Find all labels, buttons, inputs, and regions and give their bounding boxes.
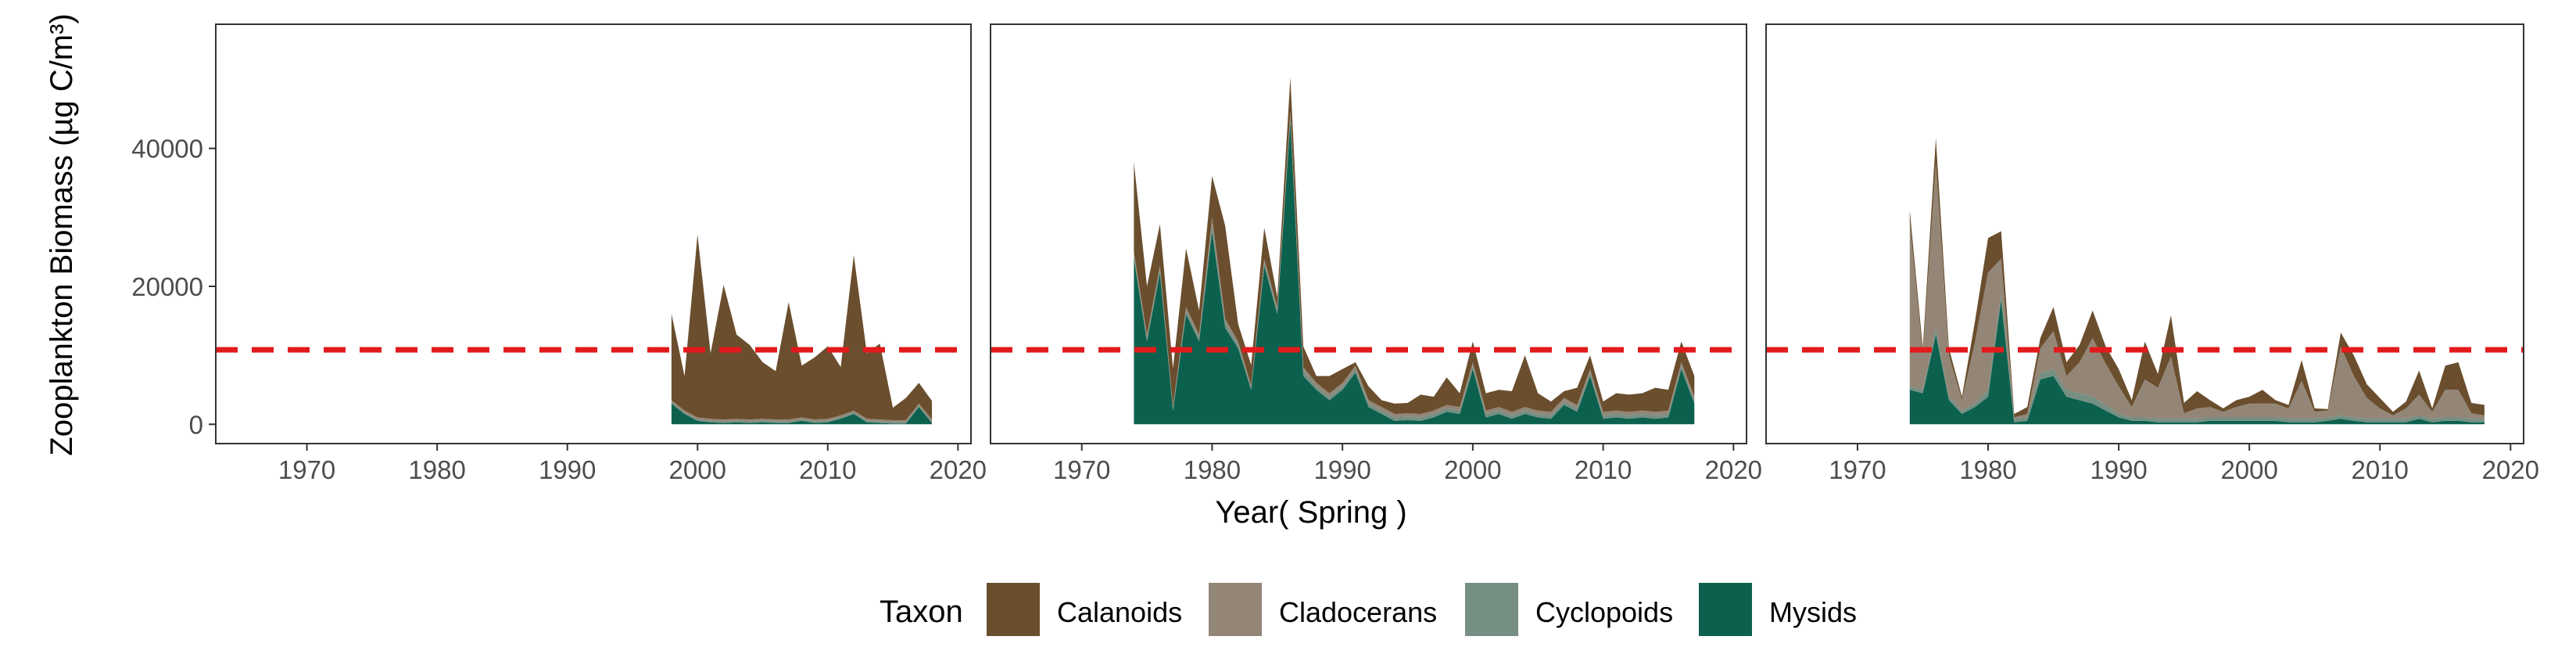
x-tick-label: 2010 <box>799 455 856 484</box>
panel-2 <box>990 23 1747 444</box>
panels <box>215 23 2524 444</box>
x-tick-label: 1990 <box>2090 455 2147 484</box>
x-tick-label: 2020 <box>1705 455 1762 484</box>
panel-border <box>1765 23 2524 444</box>
legend-keys: Calanoids Cladocerans Cyclopoids Mysids <box>987 583 1857 636</box>
x-tick-label: 1980 <box>1959 455 2016 484</box>
x-tick-label: 1980 <box>1184 455 1241 484</box>
x-tick-label: 1990 <box>539 455 596 484</box>
legend-label: Cladocerans <box>1279 596 1437 628</box>
area-mysids <box>671 403 932 425</box>
legend-entry-mysids: Mysids <box>1699 583 1857 636</box>
x-tick-label: 2000 <box>2220 455 2277 484</box>
x-tick-label: 2000 <box>669 455 726 484</box>
legend-label: Calanoids <box>1057 596 1182 628</box>
legend-label: Mysids <box>1769 596 1857 628</box>
area-calanoids <box>671 234 932 420</box>
legend-swatch <box>1465 583 1518 636</box>
area-cladocerans <box>671 400 932 422</box>
legend-swatch <box>1209 583 1262 636</box>
x-tick-label: 1970 <box>1829 455 1886 484</box>
axes: 1970 1980 1990 2000 2010 2020 0 20000 40000 1970 1… <box>131 135 2539 484</box>
x-tick-label: 2000 <box>1444 455 1501 484</box>
legend-entry-cyclopoids: Cyclopoids <box>1465 583 1673 636</box>
legend-entry-cladocerans: Cladocerans <box>1209 583 1437 636</box>
x-tick-label: 2010 <box>2352 455 2409 484</box>
x-tick-label: 1970 <box>1053 455 1110 484</box>
x-axis-label: Year( Spring ) <box>1215 495 1406 530</box>
legend: Taxon Calanoids Cladocerans Cyclopoids Mysi… <box>880 583 1857 636</box>
legend-label: Cyclopoids <box>1535 596 1673 628</box>
y-tick-label: 20000 <box>131 272 203 301</box>
panel-border <box>215 23 972 444</box>
x-tick-label: 1970 <box>278 455 335 484</box>
x-tick-label: 1980 <box>408 455 465 484</box>
legend-swatch <box>987 583 1040 636</box>
legend-entry-calanoids: Calanoids <box>987 583 1182 636</box>
panel-border <box>990 23 1747 444</box>
panel-1 <box>215 23 972 444</box>
y-axis-label: Zooplankton Biomass (µg C/m³) <box>45 13 79 455</box>
panel-3 <box>1765 23 2524 444</box>
x-tick-label: 2020 <box>2482 455 2539 484</box>
legend-title: Taxon <box>880 595 963 629</box>
area-mysids <box>1909 300 2485 425</box>
legend-swatch <box>1699 583 1752 636</box>
area-cladocerans <box>1909 162 2485 419</box>
x-tick-label: 1990 <box>1313 455 1370 484</box>
y-tick-label: 40000 <box>131 135 203 164</box>
y-tick-label: 0 <box>189 410 203 439</box>
x-tick-label: 2010 <box>1575 455 1632 484</box>
area-cyclopoids <box>1909 293 2485 422</box>
area-mysids <box>1134 120 1695 425</box>
x-tick-label: 2020 <box>930 455 987 484</box>
